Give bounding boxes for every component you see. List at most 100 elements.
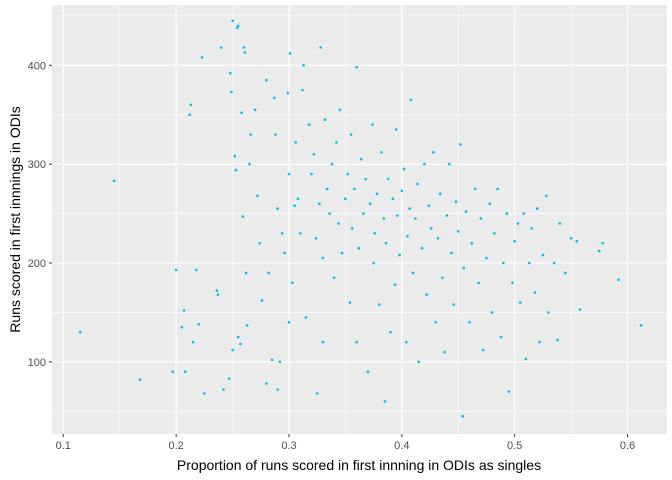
data-point (270, 358, 274, 362)
data-point (382, 217, 386, 220)
data-point (335, 141, 338, 144)
data-point (301, 88, 304, 92)
data-point (326, 187, 329, 191)
data-point (485, 256, 488, 260)
data-point (394, 128, 398, 131)
data-point (241, 215, 244, 218)
data-point (338, 108, 342, 112)
data-point (308, 123, 311, 126)
data-point (447, 162, 451, 166)
data-point (481, 348, 485, 352)
data-point (294, 141, 298, 144)
data-point (314, 237, 318, 240)
data-point (459, 143, 462, 146)
data-point (332, 276, 336, 280)
data-point (265, 382, 268, 385)
data-point (288, 52, 292, 55)
data-point (302, 64, 305, 67)
data-point (180, 325, 184, 329)
data-point (538, 340, 541, 344)
data-point (556, 338, 559, 342)
data-point (383, 400, 387, 403)
data-point (274, 133, 277, 136)
data-point (541, 253, 545, 257)
data-point (293, 204, 296, 207)
data-point (601, 241, 604, 245)
data-point (355, 66, 359, 69)
x-axis-ticks: 0.1 0.2 0.3 0.4 0.5 0.6 (56, 434, 635, 452)
data-point (227, 377, 231, 380)
data-point (362, 212, 365, 215)
data-point (423, 162, 426, 166)
data-point (371, 123, 374, 126)
data-point (490, 311, 494, 314)
data-point (364, 177, 368, 181)
data-point (387, 177, 390, 181)
data-point (456, 230, 460, 233)
data-point (355, 340, 359, 344)
data-point (380, 151, 383, 154)
data-point (564, 271, 567, 275)
data-point (452, 303, 456, 306)
data-point (479, 217, 483, 220)
data-point (349, 133, 353, 136)
data-point (242, 46, 246, 49)
data-point (321, 256, 325, 260)
data-point (409, 98, 413, 102)
data-point (450, 251, 453, 255)
data-point (353, 187, 356, 191)
data-point (524, 357, 528, 361)
data-point (366, 370, 370, 374)
data-point (488, 202, 492, 205)
data-point (330, 162, 334, 166)
data-point (427, 204, 431, 207)
data-point (171, 370, 174, 374)
x-axis-title: Proportion of runs scored in first innni… (177, 457, 541, 473)
y-axis-ticks: 100 200 300 400 (28, 60, 52, 369)
data-point (502, 261, 505, 265)
data-point (414, 217, 417, 220)
data-point (291, 281, 294, 285)
data-point (287, 172, 291, 176)
data-point (174, 268, 178, 272)
data-point (359, 157, 363, 161)
data-point (393, 283, 397, 287)
data-point (256, 194, 259, 198)
data-point (258, 241, 261, 245)
data-point (445, 214, 449, 217)
data-point (243, 51, 247, 54)
data-point (368, 202, 372, 205)
data-point (195, 268, 198, 272)
data-point (182, 309, 186, 312)
data-point (235, 26, 239, 30)
data-point (617, 278, 620, 282)
data-point (411, 271, 415, 275)
data-point (462, 266, 466, 270)
data-point (346, 172, 350, 176)
data-point (323, 118, 327, 121)
x-tick-label: 0.6 (620, 440, 635, 452)
data-point (299, 232, 302, 235)
data-points (78, 19, 643, 418)
data-point (230, 90, 233, 94)
data-point (321, 340, 325, 344)
data-point (249, 133, 252, 136)
data-point (516, 222, 520, 225)
data-point (296, 197, 300, 200)
data-point (513, 239, 516, 243)
data-point (328, 212, 331, 215)
data-point (505, 212, 509, 215)
data-point (350, 227, 354, 230)
data-point (569, 237, 573, 240)
data-point (533, 291, 537, 294)
data-point (499, 335, 503, 339)
data-point (318, 202, 321, 205)
data-point (396, 214, 399, 217)
data-point (286, 91, 290, 95)
data-point (398, 253, 401, 257)
data-point (200, 56, 204, 59)
data-point (436, 237, 440, 240)
data-point (231, 19, 234, 23)
data-point (519, 301, 522, 304)
